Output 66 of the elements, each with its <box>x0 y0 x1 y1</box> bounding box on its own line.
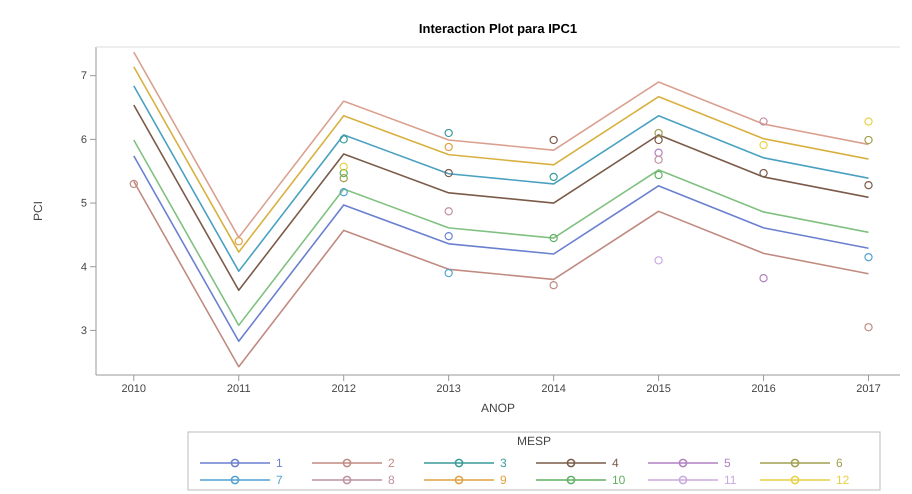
point <box>340 168 348 178</box>
point <box>340 174 348 182</box>
x-tick-label: 2016 <box>751 382 776 395</box>
point <box>444 268 453 278</box>
y-tick-label: 6 <box>80 134 87 146</box>
point <box>340 162 348 171</box>
y-tick-label: 7 <box>80 70 87 82</box>
x-tick-label: 2017 <box>856 382 881 395</box>
point <box>864 253 873 262</box>
point <box>234 237 243 246</box>
point <box>444 168 453 178</box>
point <box>549 281 558 290</box>
y-tick-label: 3 <box>80 324 87 337</box>
point <box>654 156 663 164</box>
point <box>444 128 453 138</box>
x-tick-label: 2014 <box>541 382 566 395</box>
line-series <box>132 180 870 368</box>
x-tick-label: 2010 <box>122 382 146 395</box>
text: 5 <box>724 456 731 470</box>
point <box>654 148 663 157</box>
point <box>654 128 663 138</box>
line-series <box>132 155 870 342</box>
text: 10 <box>612 473 626 487</box>
point <box>549 136 558 144</box>
point <box>759 274 768 282</box>
x-tick-label: 2013 <box>436 382 461 395</box>
point <box>444 207 453 216</box>
point <box>864 181 873 190</box>
line-series <box>132 139 870 326</box>
chart-title: Interaction Plot para IPC1 <box>418 21 578 36</box>
point <box>759 140 768 150</box>
point <box>549 234 558 242</box>
x-axis-title: ANOP <box>480 401 516 415</box>
text: 9 <box>500 473 507 487</box>
legend-title: MESP <box>516 434 552 448</box>
text: 4 <box>612 456 619 470</box>
point <box>340 135 348 144</box>
x-tick-label: 2011 <box>226 382 251 395</box>
y-tick-label: 5 <box>80 198 87 210</box>
point <box>759 168 768 178</box>
line-series <box>132 104 870 292</box>
point <box>864 136 873 144</box>
text: 3 <box>500 456 507 470</box>
text: 1 <box>276 456 283 470</box>
y-axis-title: PCI <box>31 200 45 222</box>
text: 8 <box>388 473 395 487</box>
point <box>654 170 663 180</box>
text: 2 <box>388 456 395 470</box>
point <box>549 172 558 182</box>
point <box>340 188 348 196</box>
point <box>444 142 453 152</box>
point <box>654 256 663 265</box>
y-tick-label: 4 <box>80 261 87 274</box>
point <box>864 323 873 332</box>
point <box>759 117 768 126</box>
text: 11 <box>724 473 737 487</box>
x-tick-label: 2012 <box>331 382 356 395</box>
point <box>654 136 663 144</box>
x-tick-label: 2015 <box>646 382 671 395</box>
point <box>864 117 873 126</box>
point <box>130 180 138 188</box>
text: 6 <box>836 456 843 470</box>
line-series <box>132 85 870 272</box>
point <box>444 232 453 240</box>
text: 12 <box>836 473 850 487</box>
text: 7 <box>276 473 283 487</box>
